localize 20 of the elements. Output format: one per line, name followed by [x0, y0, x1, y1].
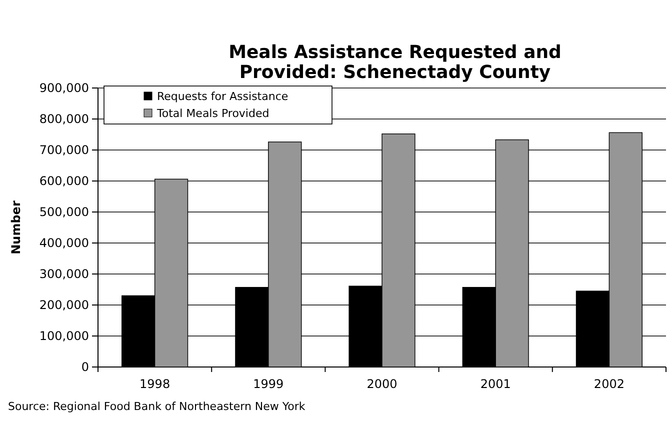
x-tick-label: 1998 — [140, 377, 170, 391]
legend-label: Total Meals Provided — [156, 107, 270, 120]
y-tick-label: 900,000 — [39, 80, 89, 95]
x-tick-label: 2001 — [480, 377, 511, 391]
y-tick-label: 400,000 — [39, 236, 89, 250]
legend-label: Requests for Assistance — [157, 90, 288, 103]
y-tick-label: 300,000 — [39, 266, 89, 281]
y-tick-label: 200,000 — [39, 298, 89, 312]
y-tick-label: 700,000 — [39, 142, 89, 157]
y-axis-title: Number — [9, 200, 23, 254]
source-note: Source: Regional Food Bank of Northeastern New York — [8, 400, 306, 413]
x-tick-label: 2000 — [366, 377, 398, 391]
y-tick-label: 0 — [81, 360, 89, 374]
chart-title: Meals Assistance Requested and Provided: Schenectady County — [228, 42, 562, 83]
y-tick-label: 800,000 — [39, 112, 89, 126]
y-tick-label: 600,000 — [39, 174, 89, 188]
x-tick-label: 1999 — [253, 377, 284, 391]
y-tick-label: 500,000 — [39, 204, 89, 219]
x-tick-label: 2002 — [594, 377, 624, 391]
y-tick-label: 100,000 — [39, 328, 89, 343]
